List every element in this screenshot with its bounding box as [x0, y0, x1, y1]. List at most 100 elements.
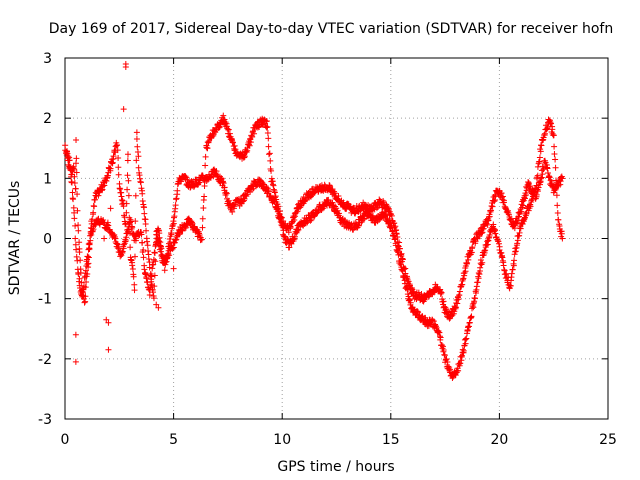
data-point	[242, 148, 249, 155]
data-point	[294, 227, 301, 234]
data-point	[75, 271, 82, 278]
y-tick-label: 1	[43, 171, 52, 187]
data-point	[514, 237, 521, 244]
y-axis-label: SDTVAR / TECUs	[7, 181, 23, 296]
data-point	[122, 220, 129, 227]
x-tick-labels: 0 5 10 15 20 25	[61, 432, 617, 448]
data-point	[105, 222, 112, 229]
data-point	[122, 64, 129, 71]
data-point	[527, 183, 534, 190]
data-point	[231, 142, 238, 149]
data-point	[105, 346, 112, 353]
data-point	[495, 240, 502, 247]
data-point	[489, 203, 496, 210]
data-point	[462, 268, 469, 275]
data-point	[492, 230, 499, 237]
data-point	[202, 162, 209, 169]
data-point	[107, 205, 114, 212]
data-point	[112, 143, 119, 150]
data-point	[124, 151, 131, 158]
data-point	[503, 270, 510, 277]
data-point	[512, 248, 519, 255]
data-point	[169, 245, 176, 252]
data-point	[482, 247, 489, 254]
data-point	[141, 266, 148, 273]
data-point	[150, 289, 157, 296]
data-point	[76, 275, 83, 282]
data-point	[87, 237, 94, 244]
data-point	[140, 254, 147, 261]
data-point	[199, 215, 206, 222]
data-point	[277, 215, 284, 222]
data-point	[224, 125, 231, 132]
data-point	[161, 267, 168, 274]
data-point	[81, 299, 88, 306]
data-point	[432, 323, 439, 330]
data-point	[531, 191, 538, 198]
data-point	[223, 189, 230, 196]
data-point	[377, 215, 384, 222]
data-point	[139, 190, 146, 197]
data-point	[477, 256, 484, 263]
data-point	[110, 232, 117, 239]
data-point	[267, 157, 274, 164]
data-point	[411, 288, 418, 295]
data-point	[129, 224, 136, 231]
data-point	[241, 153, 248, 160]
data-point	[153, 301, 160, 308]
data-point	[553, 192, 560, 199]
data-point	[414, 308, 421, 315]
data-point	[510, 262, 517, 269]
data-point	[172, 202, 179, 209]
data-point	[75, 222, 82, 229]
data-point	[266, 151, 273, 158]
data-point	[418, 290, 425, 297]
data-point	[103, 316, 110, 323]
data-point	[500, 262, 507, 269]
data-point	[528, 197, 535, 204]
data-point	[264, 130, 271, 137]
data-point	[437, 289, 444, 296]
data-point	[133, 136, 140, 143]
data-point	[131, 287, 138, 294]
data-point	[399, 267, 406, 274]
data-point	[82, 298, 89, 305]
data-point	[554, 210, 561, 217]
data-point	[270, 186, 277, 193]
data-point	[148, 272, 155, 279]
data-point	[264, 123, 271, 130]
data-point	[74, 191, 81, 198]
data-point	[278, 219, 285, 226]
data-point	[491, 198, 498, 205]
data-point	[534, 163, 541, 170]
y-tick-label: -2	[38, 352, 52, 368]
data-point	[437, 334, 444, 341]
data-point	[430, 318, 437, 325]
data-point	[551, 143, 558, 150]
data-point	[437, 286, 444, 293]
data-point	[466, 319, 473, 326]
data-point	[438, 341, 445, 348]
data-point	[133, 235, 140, 242]
data-point	[200, 204, 207, 211]
data-point	[176, 231, 183, 238]
data-point	[95, 192, 102, 199]
data-point	[405, 278, 412, 285]
data-point	[269, 181, 276, 188]
data-point	[142, 220, 149, 227]
data-point	[114, 142, 121, 149]
data-point	[73, 246, 80, 253]
data-point	[129, 265, 136, 272]
data-point	[326, 182, 333, 189]
data-point	[81, 283, 88, 290]
data-point	[168, 231, 175, 238]
data-point	[499, 254, 506, 261]
data-point	[287, 223, 294, 230]
data-point	[124, 157, 131, 164]
data-point	[538, 142, 545, 149]
data-points	[62, 61, 566, 382]
data-point	[386, 216, 393, 223]
data-point	[439, 343, 446, 350]
data-point	[459, 346, 466, 353]
data-point	[398, 250, 405, 257]
